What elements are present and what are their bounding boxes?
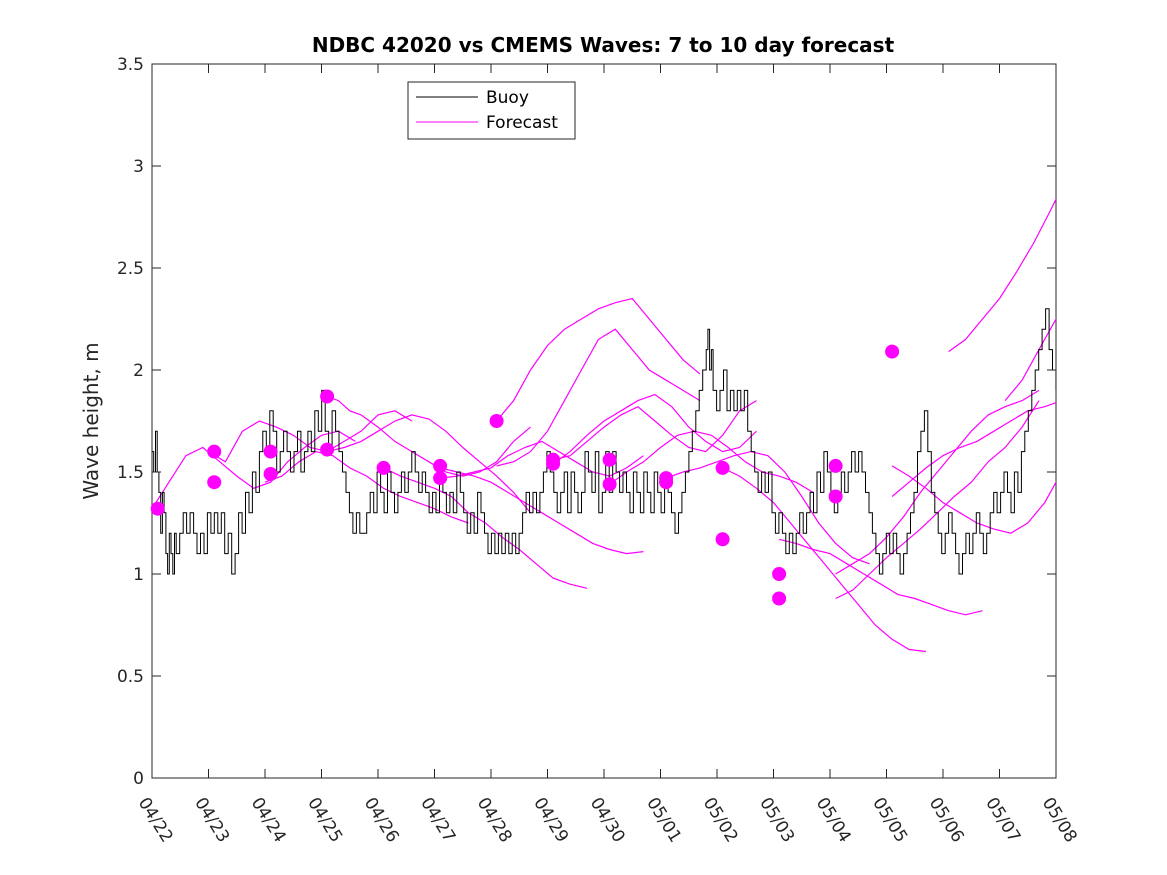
forecast-start-marker (207, 475, 222, 490)
forecast-start-marker (715, 460, 730, 475)
forecast-start-marker (715, 532, 730, 547)
y-axis: 0 0.5 1 1.5 2 2.5 3 3.5 (117, 55, 1056, 789)
forecast-start-marker (150, 501, 165, 516)
legend-forecast-label: Forecast (486, 113, 558, 133)
forecast-start-marker (828, 489, 843, 504)
forecast-series-line (326, 395, 531, 477)
x-tick-label: 05/06 (925, 794, 968, 846)
forecast-series-line (835, 389, 1040, 575)
forecast-series-line (496, 297, 701, 422)
x-tick-label: 04/30 (586, 794, 629, 846)
x-tick-label: 05/03 (755, 794, 798, 846)
forecast-series-line (552, 393, 757, 465)
forecast-start-marker (828, 458, 843, 473)
y-tick-label: 1 (133, 565, 144, 585)
forecast-start-marker (602, 477, 617, 492)
x-tick-label: 04/23 (190, 794, 233, 846)
forecast-series-line (496, 328, 701, 467)
x-tick-label: 04/22 (134, 794, 177, 846)
x-tick-label: 04/28 (473, 794, 516, 846)
y-tick-label: 3.5 (117, 55, 144, 75)
forecast-series-line (552, 400, 757, 461)
forecast-series-line (152, 430, 356, 510)
buoy-line (152, 308, 1056, 575)
forecast-series-line (208, 410, 413, 463)
forecast-start-marker (602, 452, 617, 467)
forecast-start-marker (546, 456, 561, 471)
forecast-series-line (439, 467, 644, 555)
buoy-series-line (152, 308, 1056, 575)
x-tick-label: 05/04 (812, 794, 855, 846)
chart-title: NDBC 42020 vs CMEMS Waves: 7 to 10 day f… (312, 33, 895, 57)
legend-buoy-label: Buoy (486, 88, 529, 108)
x-tick-label: 05/02 (699, 794, 742, 846)
forecast-series-line (948, 197, 1056, 353)
forecast-start-marker (489, 414, 504, 428)
x-tick-label: 04/26 (360, 794, 403, 846)
y-tick-label: 2 (133, 361, 144, 381)
forecast-series-line (326, 414, 531, 514)
x-tick-label: 04/25 (303, 794, 346, 846)
forecast-start-marker (376, 460, 391, 475)
y-axis-label: Wave height, m (79, 342, 103, 499)
forecast-series-line (778, 538, 983, 616)
forecast-series-line (722, 467, 927, 653)
forecast-start-marker (433, 471, 448, 486)
forecast-series-line (609, 430, 814, 493)
forecast-series-line (1062, 170, 1167, 350)
forecast-start-marker (263, 444, 278, 459)
forecast-start-marker (320, 389, 335, 404)
forecast-series-line (891, 402, 1056, 497)
y-tick-label: 0 (133, 769, 144, 789)
plot-area (150, 63, 1167, 779)
forecast-start-marker (433, 458, 448, 473)
forecast-start-marker (659, 475, 674, 490)
legend: Buoy Forecast (407, 81, 576, 140)
forecast-start-marker (772, 567, 787, 581)
forecast-series-line (264, 450, 469, 524)
legend-box (407, 81, 576, 140)
forecast-series-line (665, 450, 870, 565)
forecast-start-marker (263, 467, 278, 481)
x-tick-label: 04/29 (529, 794, 572, 846)
y-tick-label: 0.5 (117, 667, 144, 687)
forecast-series-line (891, 465, 1056, 534)
x-tick-label: 05/08 (1038, 794, 1081, 846)
x-tick-label: 05/01 (642, 794, 685, 846)
y-tick-label: 2.5 (117, 259, 144, 279)
forecast-start-marker (885, 344, 900, 359)
forecast-start-marker (772, 591, 787, 606)
forecast-series-line (1062, 203, 1167, 309)
x-tick-label: 05/05 (868, 794, 911, 846)
x-tick-label: 04/27 (416, 794, 459, 846)
x-tick-label: 04/24 (247, 794, 290, 846)
forecast-markers (150, 344, 900, 606)
x-tick-label: 05/07 (981, 794, 1024, 846)
y-tick-label: 1.5 (117, 463, 144, 483)
forecast-start-marker (207, 444, 222, 459)
y-tick-label: 3 (133, 157, 144, 177)
forecast-series-line (383, 467, 588, 589)
forecast-start-marker (320, 442, 335, 457)
